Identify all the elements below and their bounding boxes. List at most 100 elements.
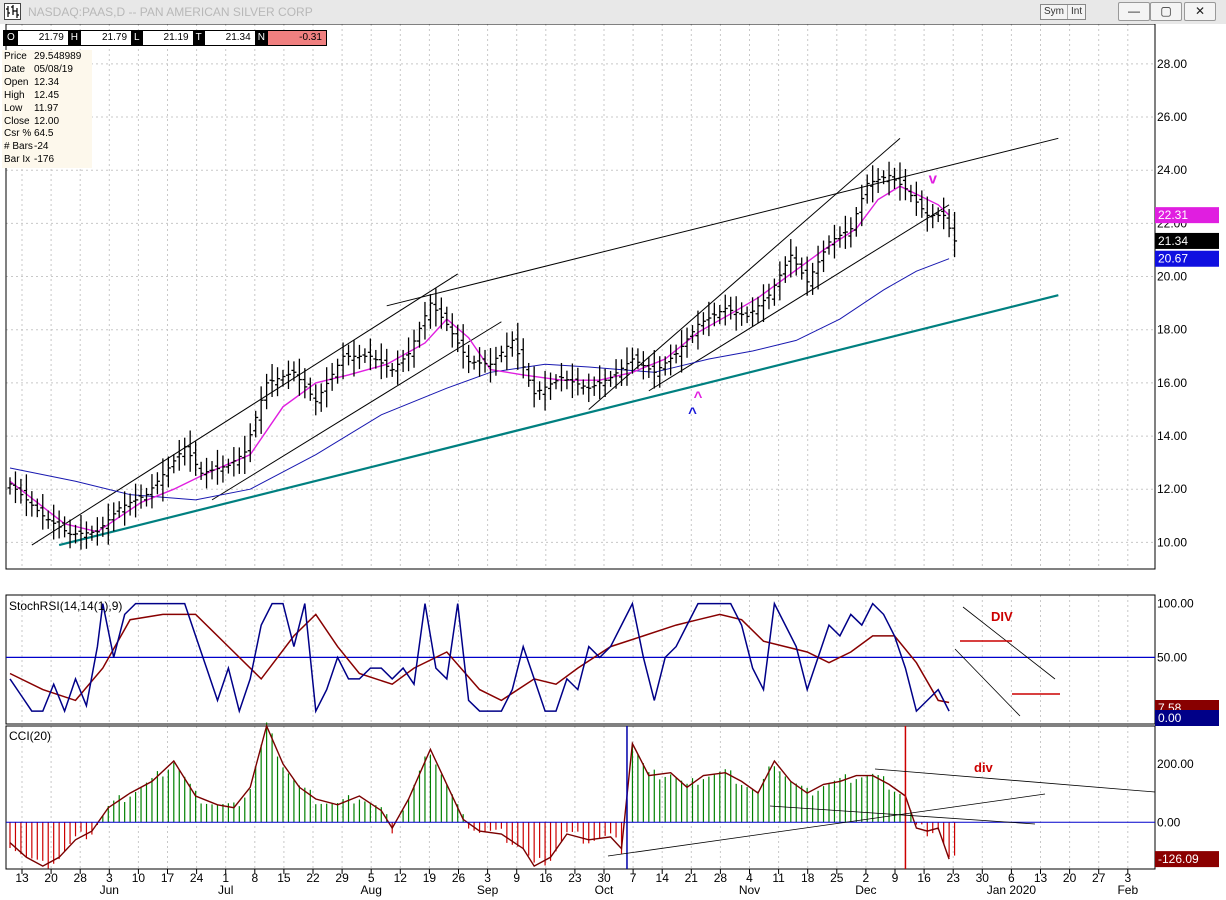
price-bar — [258, 386, 264, 434]
price-tick-label: 18.00 — [1157, 323, 1187, 337]
ohlc-readout: O 21.79 H 21.79 L 21.19 T 21.34 N -0.31 — [3, 30, 327, 46]
price-bar — [946, 209, 952, 238]
price-bar — [902, 168, 908, 201]
cci-trendline — [874, 768, 1156, 793]
data-window-row: # Bars -24 — [4, 141, 90, 154]
trendline — [386, 137, 1059, 307]
data-window-label: Close — [4, 115, 30, 127]
price-bar — [739, 302, 745, 326]
price-bar — [924, 196, 930, 232]
window-titlebar: NASDAQ:PAAS,D -- PAN AMERICAN SILVER COR… — [0, 0, 1226, 25]
price-bar — [236, 447, 242, 474]
price-bar — [744, 306, 750, 324]
price-bar — [122, 491, 128, 526]
price-bar — [18, 478, 24, 504]
price-bar — [100, 516, 106, 537]
price-bar — [395, 350, 401, 385]
month-label: Dec — [855, 883, 876, 897]
data-window-label: Bar Ix — [4, 154, 31, 166]
price-bar — [815, 245, 821, 290]
date-tick-label: 18 — [801, 871, 815, 885]
data-window-value: 29.548989 — [34, 51, 82, 62]
maximize-button[interactable]: ▢ — [1150, 2, 1182, 21]
price-bar — [356, 344, 362, 370]
price-bar — [73, 524, 79, 544]
cci-title: CCI(20) — [9, 729, 51, 743]
price-bar — [307, 377, 313, 401]
close-value: 21.34 — [225, 32, 251, 43]
price-bar — [296, 358, 302, 396]
date-tick-label: 3 — [484, 871, 491, 885]
price-bar — [821, 240, 827, 273]
low-label: L — [131, 31, 143, 45]
date-tick-label: 3 — [106, 871, 113, 885]
data-window-label: # Bars — [4, 141, 33, 153]
price-bar — [870, 165, 876, 203]
month-label: Feb — [1117, 883, 1138, 897]
data-window-row: Close 12.00 — [4, 116, 90, 129]
price-bar — [378, 343, 384, 380]
low-value: 21.19 — [163, 32, 189, 43]
pivot-marker: v — [929, 171, 938, 188]
date-tick-label: 9 — [513, 871, 520, 885]
price-bar — [225, 458, 231, 474]
symbol-interval-toggle[interactable]: Sym Int — [1040, 4, 1087, 20]
price-bar — [171, 454, 177, 474]
price-bar — [853, 206, 859, 237]
month-label: Nov — [739, 883, 760, 897]
price-bar — [231, 447, 237, 477]
date-tick-label: 30 — [597, 871, 611, 885]
change-label: N — [254, 31, 268, 45]
price-bar — [154, 472, 160, 495]
price-bar — [673, 344, 679, 364]
cci-tick-label: 200.00 — [1157, 757, 1194, 771]
data-window-row: Bar Ix -176 — [4, 154, 90, 167]
cci-last-flag — [1155, 851, 1219, 868]
price-bar — [788, 239, 794, 278]
date-tick-label: 23 — [568, 871, 582, 885]
chart-area[interactable]: ^^v 10.0012.0014.0016.0018.0020.0022.002… — [0, 24, 1226, 900]
stochrsi-last-flag — [1155, 710, 1219, 726]
price-bar — [62, 516, 68, 538]
data-window-row: High 12.45 — [4, 90, 90, 103]
data-window-value: 05/08/19 — [34, 63, 73, 75]
app-chart-icon[interactable] — [4, 3, 21, 20]
interval-toggle-button[interactable]: Int — [1067, 5, 1085, 19]
price-bar — [864, 174, 870, 204]
price-bar — [204, 457, 210, 489]
price-bar — [695, 310, 701, 350]
price-bar — [859, 184, 865, 227]
price-bar — [586, 373, 592, 403]
price-bar — [67, 519, 73, 549]
price-bar — [269, 364, 275, 397]
minimize-button[interactable]: — — [1118, 2, 1150, 21]
price-bar — [493, 346, 499, 376]
price-bar — [842, 215, 848, 249]
price-bar — [422, 301, 428, 340]
price-bar — [335, 358, 341, 384]
price-bar — [760, 284, 766, 323]
price-bar — [280, 369, 286, 387]
price-bar — [40, 494, 46, 530]
date-tick-label: 27 — [1092, 871, 1106, 885]
price-bar — [187, 430, 193, 472]
price-bar — [684, 327, 690, 358]
close-button[interactable]: ✕ — [1184, 2, 1216, 21]
date-tick-label: 7 — [630, 871, 637, 885]
slow-ma-last-label: 20.67 — [1158, 252, 1188, 266]
price-bar — [662, 356, 668, 376]
price-bar — [83, 521, 89, 549]
price-bar — [881, 170, 887, 185]
price-bar — [892, 167, 898, 190]
window-title: NASDAQ:PAAS,D -- PAN AMERICAN SILVER COR… — [28, 5, 313, 19]
month-label: Aug — [361, 883, 382, 897]
price-bar — [558, 362, 564, 392]
last-price-label: 21.34 — [1158, 234, 1188, 248]
price-bar — [111, 502, 117, 532]
price-bar — [580, 379, 586, 395]
symbol-toggle-button[interactable]: Sym — [1044, 6, 1064, 17]
price-bar — [264, 373, 270, 410]
fast-ma-last-flag — [1155, 207, 1219, 224]
price-bar — [569, 363, 575, 399]
cci-trendline — [607, 793, 1046, 857]
